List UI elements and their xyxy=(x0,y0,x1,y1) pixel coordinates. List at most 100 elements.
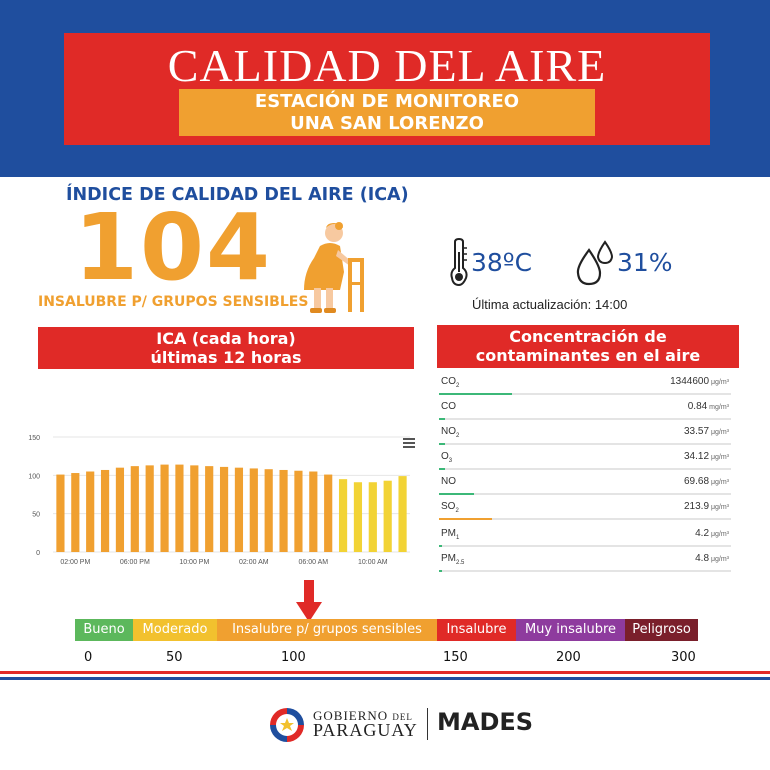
temperature-value: 38ºC xyxy=(471,248,533,277)
humidity-value: 31% xyxy=(617,248,673,277)
scale-segment: Bueno xyxy=(75,619,133,641)
pollutant-row: O3 34.12 μg/m³ xyxy=(439,451,731,476)
pollutant-level-fill xyxy=(439,393,512,395)
pollutant-value: 4.8 μg/m³ xyxy=(695,553,729,564)
pollutant-level-fill xyxy=(439,493,475,495)
chart-bar xyxy=(175,464,184,552)
x-tick-label: 02:00 AM xyxy=(239,559,269,566)
chart-bar xyxy=(71,473,80,552)
chart-bar xyxy=(190,465,199,552)
pollutant-name: O3 xyxy=(441,451,453,464)
hourly-chart-header: ICA (cada hora) últimas 12 horas xyxy=(38,327,414,369)
ica-label: ÍNDICE DE CALIDAD DEL AIRE (ICA) xyxy=(66,185,409,205)
chart-bar xyxy=(383,480,392,552)
pollutant-name: PM2.5 xyxy=(441,553,465,566)
chart-bar xyxy=(309,471,318,552)
agency-name: MADES xyxy=(437,708,534,736)
pollutant-name: CO xyxy=(441,401,456,412)
scale-segment: Insalubre p/ grupos sensibles xyxy=(217,619,437,641)
chart-bar xyxy=(279,469,288,552)
chart-bar xyxy=(219,466,229,552)
scale-tick-label: 100 xyxy=(281,650,306,665)
pollutant-name: PM1 xyxy=(441,528,460,541)
pollutant-row: NO 69.68 μg/m³ xyxy=(439,476,731,501)
pollutant-level-fill xyxy=(439,570,442,572)
chart-bar xyxy=(368,482,377,552)
pollutant-value: 69.68 μg/m³ xyxy=(683,476,729,487)
pollutant-name: NO2 xyxy=(441,426,460,439)
elderly-person-walker-icon xyxy=(304,222,364,313)
pollutant-level-track xyxy=(439,443,731,445)
chart-bar xyxy=(86,471,95,552)
pollutant-level-track xyxy=(439,570,731,572)
x-tick-label: 10:00 PM xyxy=(179,559,209,566)
footer-divider xyxy=(427,708,428,740)
pollutant-level-fill xyxy=(439,468,445,470)
ica-value: 104 xyxy=(74,194,273,301)
ica-scale-bar: Bueno Moderado Insalubre p/ grupos sensibl… xyxy=(75,619,698,641)
last-update: Última actualización: 14:00 xyxy=(472,297,628,312)
pollutant-value: 213.9 μg/m³ xyxy=(683,501,729,512)
pollutant-value: 33.57 μg/m³ xyxy=(683,426,729,437)
pollutant-level-fill xyxy=(439,418,445,420)
pollutant-level-track xyxy=(439,393,731,395)
gov-name-line1: GOBIERNO DEL xyxy=(313,708,413,723)
y-tick-label: 50 xyxy=(32,512,40,519)
hourly-chart-title-line1: ICA (cada hora) xyxy=(156,329,296,348)
chart-bar xyxy=(294,470,303,552)
scale-segment: Peligroso xyxy=(625,619,698,641)
pollutant-level-track xyxy=(439,545,731,547)
pollutant-name: NO xyxy=(441,476,456,487)
chart-bar xyxy=(264,469,273,552)
chart-bar xyxy=(205,466,214,552)
hourly-chart-title-line2: últimas 12 horas xyxy=(150,348,302,367)
station-subtitle-line2: UNA SAN LORENZO xyxy=(290,113,484,134)
station-subtitle: ESTACIÓN DE MONITOREO UNA SAN LORENZO xyxy=(179,89,595,136)
chart-bar xyxy=(130,466,139,552)
pollutant-row: CO2 1344600 μg/m³ xyxy=(439,376,731,401)
scale-segment: Moderado xyxy=(133,619,217,641)
ica-marker-arrow-icon xyxy=(296,580,322,622)
pollutant-name: SO2 xyxy=(441,501,459,514)
scale-tick-label: 300 xyxy=(671,650,696,665)
scale-segment: Insalubre xyxy=(437,619,516,641)
chart-bar xyxy=(234,467,244,552)
y-tick-label: 0 xyxy=(36,550,40,557)
water-drops-icon xyxy=(576,240,614,286)
chart-menu-icon[interactable] xyxy=(403,438,415,448)
scale-segment: Muy insalubre xyxy=(516,619,625,641)
chart-bar xyxy=(56,474,65,552)
chart-bar xyxy=(353,482,363,552)
chart-bar xyxy=(338,479,348,552)
pollutant-level-fill xyxy=(439,518,492,520)
station-subtitle-line1: ESTACIÓN DE MONITOREO xyxy=(254,91,520,112)
chart-bar xyxy=(398,476,407,552)
pollutants-title-line2: contaminantes en el aire xyxy=(475,346,701,365)
footer-line-blue xyxy=(0,677,770,680)
pollutant-row: SO2 213.9 μg/m³ xyxy=(439,501,731,526)
pollutant-row: PM2.5 4.8 μg/m³ xyxy=(439,553,731,578)
page-title: CALIDAD DEL AIRE xyxy=(167,40,607,91)
x-tick-label: 02:00 PM xyxy=(60,559,90,566)
x-tick-label: 10:00 AM xyxy=(358,559,388,566)
scale-tick-label: 200 xyxy=(556,650,581,665)
pollutant-value: 0.84 mg/m³ xyxy=(687,401,729,412)
pollutant-row: CO 0.84 mg/m³ xyxy=(439,401,731,426)
scale-tick-label: 150 xyxy=(443,650,468,665)
ica-category: INSALUBRE P/ GRUPOS SENSIBLES xyxy=(38,294,309,310)
pollutant-level-track xyxy=(439,518,731,520)
y-tick-label: 100 xyxy=(28,473,40,480)
pollutant-value: 1344600 μg/m³ xyxy=(670,376,729,387)
x-tick-label: 06:00 AM xyxy=(299,559,329,566)
pollutant-level-fill xyxy=(439,443,445,445)
pollutant-level-track xyxy=(439,418,731,420)
chart-bar xyxy=(100,469,110,552)
pollutant-value: 34.12 μg/m³ xyxy=(683,451,729,462)
x-tick-label: 06:00 PM xyxy=(120,559,150,566)
pollutant-value: 4.2 μg/m³ xyxy=(695,528,729,539)
chart-bar xyxy=(324,474,333,552)
paraguay-seal-logo xyxy=(270,708,304,742)
pollutant-level-track xyxy=(439,468,731,470)
y-tick-label: 150 xyxy=(28,435,40,442)
gov-name-line2: PARAGUAY xyxy=(313,720,418,740)
